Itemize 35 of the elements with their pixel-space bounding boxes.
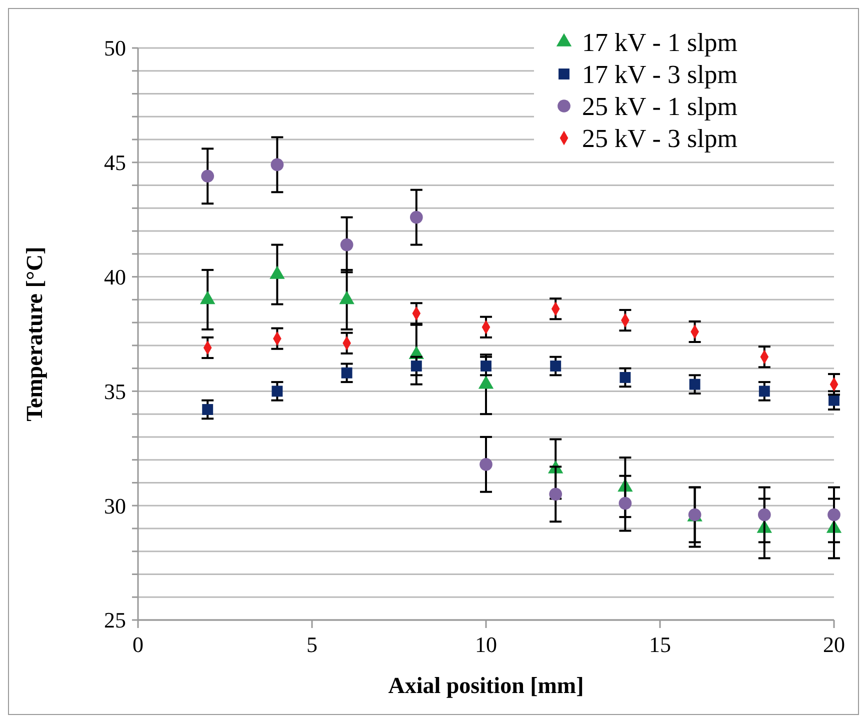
point bbox=[550, 360, 562, 372]
legend-label: 17 kV - 1 slpm bbox=[582, 28, 738, 58]
y-tick-label: 35 bbox=[104, 378, 126, 404]
point bbox=[202, 404, 214, 415]
point bbox=[201, 170, 214, 183]
x-tick-label: 0 bbox=[132, 632, 144, 657]
point bbox=[340, 238, 354, 252]
point bbox=[828, 508, 840, 522]
point bbox=[620, 372, 631, 383]
legend-label: 25 kV - 1 slpm bbox=[582, 92, 738, 122]
x-tick-label: 20 bbox=[823, 632, 845, 657]
legend-label: 17 kV - 3 slpm bbox=[582, 60, 738, 90]
point bbox=[480, 360, 492, 372]
y-axis-title: Temperature [°C] bbox=[22, 246, 47, 422]
x-tick-label: 5 bbox=[306, 632, 318, 657]
point bbox=[410, 360, 422, 372]
point bbox=[272, 386, 283, 397]
y-tick-label: 40 bbox=[104, 264, 126, 290]
legend-label: 25 kV - 3 slpm bbox=[582, 124, 738, 154]
y-tick-label: 50 bbox=[104, 36, 126, 61]
point bbox=[270, 158, 284, 172]
point bbox=[618, 496, 632, 510]
point bbox=[758, 508, 771, 522]
y-tick-label: 25 bbox=[104, 608, 126, 633]
x-tick-label: 10 bbox=[475, 632, 497, 657]
point bbox=[341, 367, 352, 378]
x-tick-label: 15 bbox=[649, 632, 671, 657]
point bbox=[689, 378, 700, 390]
point bbox=[480, 458, 492, 471]
y-tick-label: 30 bbox=[104, 493, 126, 518]
point bbox=[549, 488, 562, 501]
x-axis-title: Axial position [mm] bbox=[388, 673, 584, 698]
y-tick-label: 45 bbox=[104, 150, 126, 176]
point bbox=[410, 210, 423, 224]
point bbox=[758, 386, 770, 397]
